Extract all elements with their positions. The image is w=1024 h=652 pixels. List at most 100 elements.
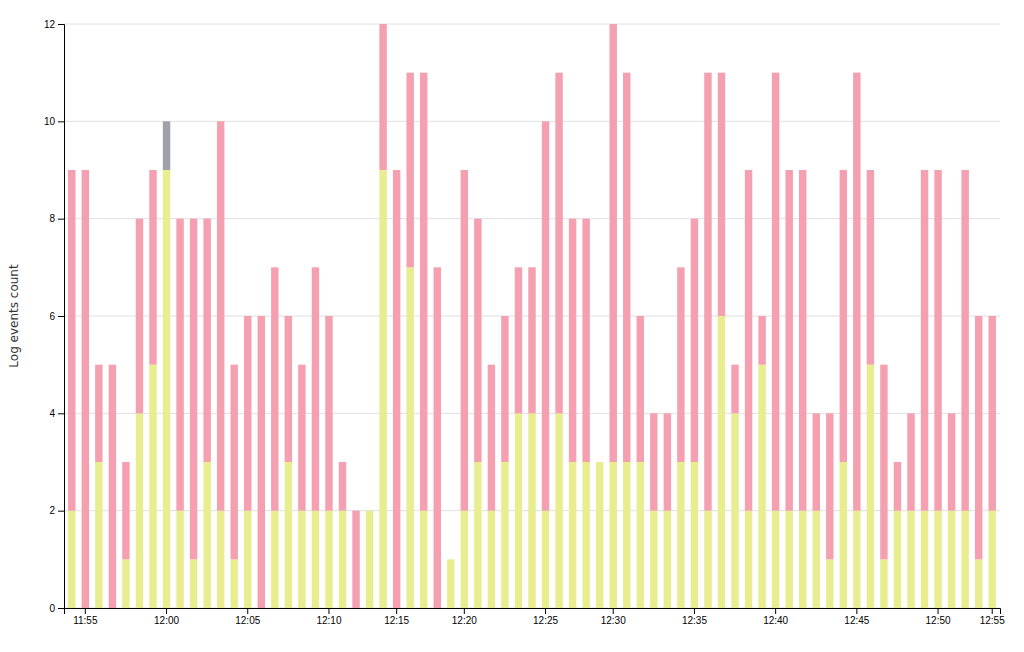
bar-segment	[501, 316, 508, 462]
tick-mark	[85, 608, 86, 614]
bar-segment	[190, 559, 197, 608]
bar-segment	[339, 511, 346, 608]
bar-segment	[122, 462, 129, 463]
bar-segment	[420, 511, 427, 608]
bar-segment	[880, 559, 887, 608]
bar-segment	[718, 73, 725, 316]
tick: 12:05	[235, 608, 260, 626]
bar-segment	[555, 73, 562, 414]
bar-segment	[758, 365, 765, 608]
bar-segment	[772, 73, 779, 511]
bar-segment	[650, 511, 657, 608]
tick-label: 10	[44, 116, 56, 127]
bar-segment	[393, 170, 400, 171]
x-axis: 11:5512:0012:0512:1012:1512:2012:2512:30…	[65, 608, 1006, 626]
tick: 12:40	[763, 608, 788, 626]
tick-mark	[58, 121, 64, 122]
bar-segment	[379, 170, 386, 608]
bar-segment	[704, 73, 711, 511]
bar-segment	[501, 462, 508, 608]
tick: 12:00	[154, 608, 179, 626]
bar-segment	[447, 559, 454, 560]
tick-mark	[58, 24, 64, 25]
bar-segment	[136, 219, 143, 414]
bar-segment	[664, 511, 671, 608]
bar-segment	[704, 511, 711, 608]
bar-segment	[176, 218, 183, 219]
tick-label: 12:20	[452, 615, 477, 626]
tick-mark	[992, 608, 993, 614]
bar-segment	[623, 72, 630, 73]
bar-segment	[163, 170, 170, 608]
bar-segment	[149, 365, 156, 608]
bar-segment	[880, 365, 887, 560]
tick-label: 12:40	[763, 615, 788, 626]
bar-segment	[420, 72, 427, 73]
tick: 6	[49, 311, 64, 322]
bar-segment	[406, 72, 413, 73]
bar-segment	[203, 462, 210, 608]
bar-segment	[894, 462, 901, 511]
bar-segment	[813, 511, 820, 608]
grid	[64, 24, 1000, 608]
bar-segment	[921, 170, 928, 511]
bar-segment	[867, 365, 874, 608]
bar-segment	[623, 462, 630, 608]
bar-segment	[745, 170, 752, 511]
bar-segment	[691, 462, 698, 608]
bar-segment	[488, 511, 495, 608]
bar-segment	[907, 413, 914, 510]
tick-mark	[58, 316, 64, 317]
tick-label: 12:50	[926, 615, 951, 626]
tick: 12:55	[980, 608, 1005, 626]
bar-segment	[961, 511, 968, 608]
bar-segment	[758, 316, 765, 317]
chart: 02468101211:5512:0012:0512:1012:1512:201…	[0, 0, 1024, 652]
bar-segment	[948, 413, 955, 510]
bar-segment	[840, 462, 847, 608]
bar-segment	[528, 267, 535, 413]
bar-segment	[785, 170, 792, 511]
bar-segment	[961, 170, 968, 171]
bar-segment	[555, 413, 562, 608]
bar-segment	[975, 559, 982, 608]
bar-segment	[650, 413, 657, 510]
series	[163, 121, 170, 170]
tick: 12	[44, 19, 64, 30]
bar-segment	[271, 267, 278, 268]
bar-segment	[366, 510, 373, 511]
bar-segment	[691, 219, 698, 462]
bar-segment	[82, 170, 89, 171]
bar-segment	[95, 462, 102, 608]
bar-segment	[515, 267, 522, 268]
bar-segment	[447, 559, 454, 560]
bar-segment	[731, 413, 738, 608]
bar-segment	[203, 218, 210, 219]
tick: 12:20	[452, 608, 477, 626]
bar-segment	[772, 511, 779, 608]
tick-label: 12:10	[316, 615, 341, 626]
bar-segment	[312, 511, 319, 608]
bar-segment	[988, 511, 995, 608]
grid-line	[64, 24, 1000, 25]
tick-label: 12:00	[154, 615, 179, 626]
tick-mark	[58, 219, 64, 220]
bar-segment	[569, 462, 576, 608]
bar-segment	[596, 462, 603, 463]
bar-segment	[285, 316, 292, 317]
bar-segment	[298, 511, 305, 608]
bar-segment	[217, 511, 224, 608]
bar-segment	[582, 218, 589, 219]
tick: 12:15	[384, 608, 409, 626]
bar-segment	[934, 170, 941, 171]
bar-segment	[921, 511, 928, 608]
tick-label: 12	[44, 19, 56, 30]
tick-label: 12:45	[844, 615, 869, 626]
bar-segment	[542, 511, 549, 608]
bar-segment	[352, 511, 359, 608]
bar-segment	[379, 24, 386, 170]
bar-segment	[230, 559, 237, 608]
tick-label: 2	[49, 505, 55, 516]
bars	[68, 24, 996, 608]
bar-segment	[244, 316, 251, 317]
